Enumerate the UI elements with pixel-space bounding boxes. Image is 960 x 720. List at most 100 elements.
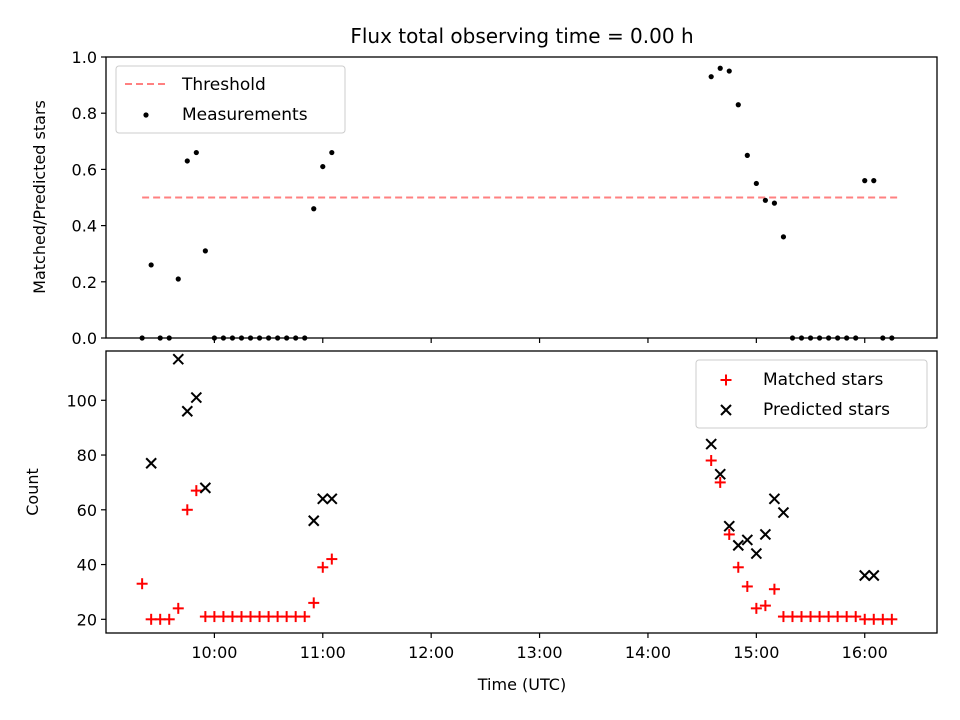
measurements-point	[862, 178, 868, 184]
measurements-point	[329, 149, 335, 156]
measurements-point	[753, 180, 759, 187]
predicted-stars-legend-label: Predicted stars	[763, 400, 890, 420]
matched-stars-point	[886, 613, 898, 625]
x-tick-label: 10:00	[191, 643, 237, 662]
predicted-stars-point	[326, 493, 338, 505]
matched-stars-point	[308, 597, 320, 609]
matched-stars-legend-swatch	[720, 374, 732, 386]
measurements-point	[311, 206, 317, 212]
predicted-stars-point	[145, 457, 157, 469]
bottom-panel-x-ticks: 10:00 11:00 12:00 13:00 14:00 15:00 16:00	[191, 633, 888, 662]
top-panel-marks	[139, 65, 901, 341]
predicted-stars-point	[190, 391, 203, 404]
x-tick-label: 13:00	[517, 643, 563, 662]
predicted-stars-point	[750, 547, 763, 560]
measurements-point	[320, 163, 326, 170]
matched-stars-point	[732, 561, 744, 573]
measurements-point	[202, 248, 208, 254]
x-tick-label: 14:00	[625, 643, 671, 662]
measurements-legend-label: Measurements	[182, 105, 308, 125]
matched-stars-point	[714, 476, 726, 488]
measurements-point	[175, 276, 181, 282]
matched-stars-point	[326, 553, 338, 565]
measurements-point	[780, 234, 787, 240]
top-panel: 0.0 0.2 0.4 0.6 0.8 1.0 Matched/Predicted sta…	[30, 48, 938, 348]
measurements-point	[148, 262, 154, 268]
bottom-legend-box	[695, 359, 928, 429]
top-panel-y-ticks: 0.0 0.2 0.4 0.6 0.8 1.0	[72, 48, 106, 348]
y-tick-label: 0.2	[72, 273, 97, 292]
predicted-stars-point	[181, 405, 194, 417]
measurements-legend-swatch	[143, 112, 149, 118]
matched-stars-point	[741, 580, 753, 592]
y-tick-label: 0.6	[72, 160, 97, 179]
predicted-stars-legend-swatch	[720, 404, 732, 416]
matched-stars-point	[190, 485, 202, 497]
measurements-point	[184, 158, 190, 164]
y-tick-label: 0.8	[72, 104, 97, 123]
predicted-stars-point	[859, 569, 871, 582]
measurements-point	[744, 152, 750, 158]
top-panel-legend: Threshold Measurements	[115, 65, 346, 134]
measurements-point	[762, 197, 768, 203]
top-panel-x-ticks	[213, 338, 866, 343]
measurements-point	[771, 200, 778, 206]
measurements-point	[726, 68, 732, 74]
y-tick-label: 60	[77, 501, 97, 520]
top-panel-frame	[105, 56, 938, 339]
x-tick-label: 16:00	[842, 643, 888, 662]
measurements-point	[708, 74, 714, 80]
y-tick-label: 40	[77, 556, 97, 575]
y-tick-label: 1.0	[72, 48, 97, 67]
bottom-panel-y-axis-label: Count	[23, 468, 42, 516]
matched-stars-point	[317, 561, 329, 573]
bottom-panel: 20 40 60 80 100 10:00 11:00 12:00 13:00 14:00 15:…	[23, 350, 938, 694]
bottom-panel-frame	[105, 350, 938, 634]
predicted-stars-point	[705, 438, 717, 450]
measurements-point	[193, 149, 199, 156]
predicted-stars-point	[714, 468, 726, 480]
predicted-stars-point	[172, 353, 184, 365]
y-tick-label: 0.4	[72, 217, 97, 236]
bottom-panel-y-ticks: 20 40 60 80 100	[66, 391, 106, 629]
predicted-stars-point	[741, 534, 754, 546]
matched-stars-point	[705, 455, 717, 467]
predicted-stars-point	[759, 528, 772, 541]
matched-stars-point	[723, 528, 735, 540]
matched-stars-point	[136, 578, 148, 590]
matched-stars-point	[850, 611, 862, 623]
y-tick-label: 80	[77, 446, 97, 465]
matched-stars-point	[172, 602, 184, 614]
measurements-point	[871, 178, 877, 184]
y-tick-label: 0.0	[72, 329, 97, 348]
matched-stars-point	[181, 504, 193, 516]
top-legend-box	[115, 65, 346, 134]
predicted-stars-point	[199, 482, 212, 494]
predicted-stars-point	[308, 515, 320, 527]
predicted-stars-point	[732, 539, 744, 552]
matched-stars-point	[299, 611, 311, 623]
predicted-stars-point	[768, 493, 781, 505]
measurements-point	[717, 65, 723, 71]
matched-stars-legend-label: Matched stars	[763, 370, 883, 390]
matched-stars-point	[759, 600, 771, 612]
predicted-stars-point	[723, 520, 735, 532]
predicted-stars-point	[868, 569, 880, 582]
predicted-stars-point	[777, 506, 790, 519]
x-tick-label: 11:00	[300, 643, 346, 662]
matched-stars-point	[750, 602, 762, 614]
x-tick-label: 15:00	[733, 643, 779, 662]
predicted-stars-point	[317, 493, 329, 505]
bottom-panel-marks	[136, 353, 898, 625]
matched-stars-point	[163, 613, 175, 625]
x-axis-label: Time (UTC)	[477, 675, 566, 694]
bottom-panel-legend: Matched stars Predicted stars	[695, 359, 928, 429]
y-tick-label: 20	[77, 610, 97, 629]
measurements-point	[735, 102, 741, 108]
x-tick-label: 12:00	[408, 643, 454, 662]
matched-stars-point	[768, 583, 780, 595]
y-tick-label: 100	[66, 391, 97, 410]
top-panel-y-axis-label: Matched/Predicted stars	[30, 100, 49, 294]
chart-title: Flux total observing time = 0.00 h	[350, 24, 693, 48]
